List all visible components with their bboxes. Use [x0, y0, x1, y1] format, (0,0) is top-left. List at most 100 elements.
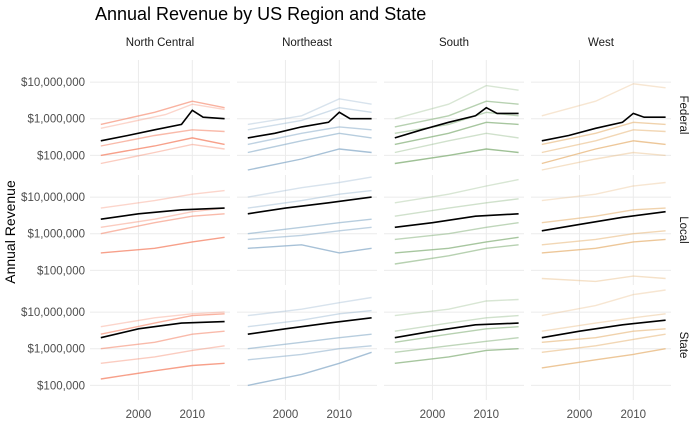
facet-panel-federal-south [384, 60, 524, 170]
state-series-line [100, 189, 225, 209]
state-series-line [247, 244, 372, 254]
y-tick-label: $100,000 [37, 380, 85, 392]
x-tick-label: 2010 [180, 409, 206, 421]
state-series-line [394, 337, 519, 353]
state-series-line [100, 362, 225, 380]
state-series-line [541, 348, 666, 369]
median-series-line [247, 196, 372, 215]
state-series-line [541, 83, 666, 117]
y-tick-label: $10,000,000 [21, 192, 85, 204]
facet-panel-local-west [531, 175, 671, 285]
state-series-line [247, 176, 372, 198]
state-series-line [247, 333, 372, 350]
state-series-line [247, 309, 372, 328]
state-series-line [247, 106, 372, 131]
state-series-line [541, 151, 666, 171]
facet-strip-label: South [439, 37, 469, 49]
facet-panel-local-northeast [237, 175, 377, 285]
y-tick-label: $100,000 [37, 150, 85, 162]
state-series-line [247, 345, 372, 361]
median-series-line [394, 106, 519, 139]
state-series-line [394, 326, 519, 343]
state-series-line [394, 222, 519, 241]
state-series-line [394, 178, 519, 204]
median-series-line [100, 207, 225, 220]
y-axis-label: Annual Revenue [2, 180, 18, 284]
state-series-line [247, 189, 372, 209]
median-series-line [394, 213, 519, 229]
x-tick-label: 2000 [126, 409, 152, 421]
median-series-line [100, 109, 225, 142]
state-series-line [541, 207, 666, 224]
state-series-line [100, 129, 225, 147]
state-series-line [394, 314, 519, 332]
state-series-line [100, 143, 225, 165]
median-series-line [541, 112, 666, 142]
facet-panel-state-west [531, 289, 671, 400]
facet-strip-label: Federal [677, 96, 689, 135]
state-series-line [541, 129, 666, 154]
state-series-line [100, 330, 225, 350]
x-tick-label: 2000 [420, 409, 446, 421]
state-series-line [100, 103, 225, 129]
y-tick-label: $10,000,000 [21, 77, 85, 89]
facet-strip-label: North Central [126, 37, 194, 49]
median-series-line [247, 317, 372, 335]
facet-strip-label: West [588, 37, 615, 49]
facet-panel-federal-northeast [237, 60, 377, 171]
state-series-line [100, 313, 225, 335]
state-series-line [247, 132, 372, 154]
state-series-line [100, 345, 225, 364]
state-series-line [247, 98, 372, 126]
facet-panels: North Central Northeast South West Federal Lo… [21, 37, 689, 421]
state-series-line [541, 289, 666, 317]
state-series-line [541, 328, 666, 343]
x-tick-label: 2000 [273, 409, 299, 421]
y-tick-label: $100,000 [37, 265, 85, 277]
state-series-line [247, 126, 372, 146]
x-tick-label: 2010 [474, 409, 500, 421]
state-series-line [394, 84, 519, 120]
y-tick-label: $10,000,000 [21, 307, 85, 319]
state-series-line [247, 218, 372, 235]
facet-strip-label: State [677, 332, 689, 359]
state-series-line [541, 230, 666, 246]
facet-strip-label: Northeast [282, 37, 333, 49]
state-series-line [394, 348, 519, 364]
median-series-line [100, 320, 225, 339]
facet-panel-local-south [384, 175, 524, 285]
state-series-line [394, 121, 519, 146]
state-series-line [247, 351, 372, 387]
state-series-line [541, 238, 666, 254]
facet-panel-local-north-central [90, 175, 230, 285]
state-series-line [541, 140, 666, 165]
state-series-line [394, 236, 519, 254]
facet-panel-federal-west [531, 60, 671, 171]
state-series-line [394, 148, 519, 165]
y-tick-label: $1,000,000 [27, 344, 85, 356]
median-series-line [541, 210, 666, 232]
x-tick-label: 2010 [621, 409, 647, 421]
facet-panel-state-northeast [237, 290, 377, 400]
median-series-line [247, 111, 372, 139]
facet-panel-state-north-central [90, 290, 230, 400]
state-series-line [394, 298, 519, 317]
state-series-line [394, 244, 519, 265]
state-series-line [394, 100, 519, 128]
state-series-line [541, 313, 666, 332]
facet-panel-federal-north-central [90, 60, 230, 170]
state-series-line [100, 137, 225, 157]
state-series-line [541, 275, 666, 283]
state-series-line [100, 213, 225, 235]
chart-title: Annual Revenue by US Region and State [95, 4, 426, 24]
state-series-line [247, 226, 372, 241]
x-tick-label: 2000 [567, 409, 593, 421]
median-series-line [541, 319, 666, 339]
x-tick-label: 2010 [327, 409, 353, 421]
y-tick-label: $1,000,000 [27, 229, 85, 241]
state-series-line [541, 333, 666, 353]
facet-strip-label: Local [677, 216, 689, 244]
state-series-line [100, 207, 225, 228]
